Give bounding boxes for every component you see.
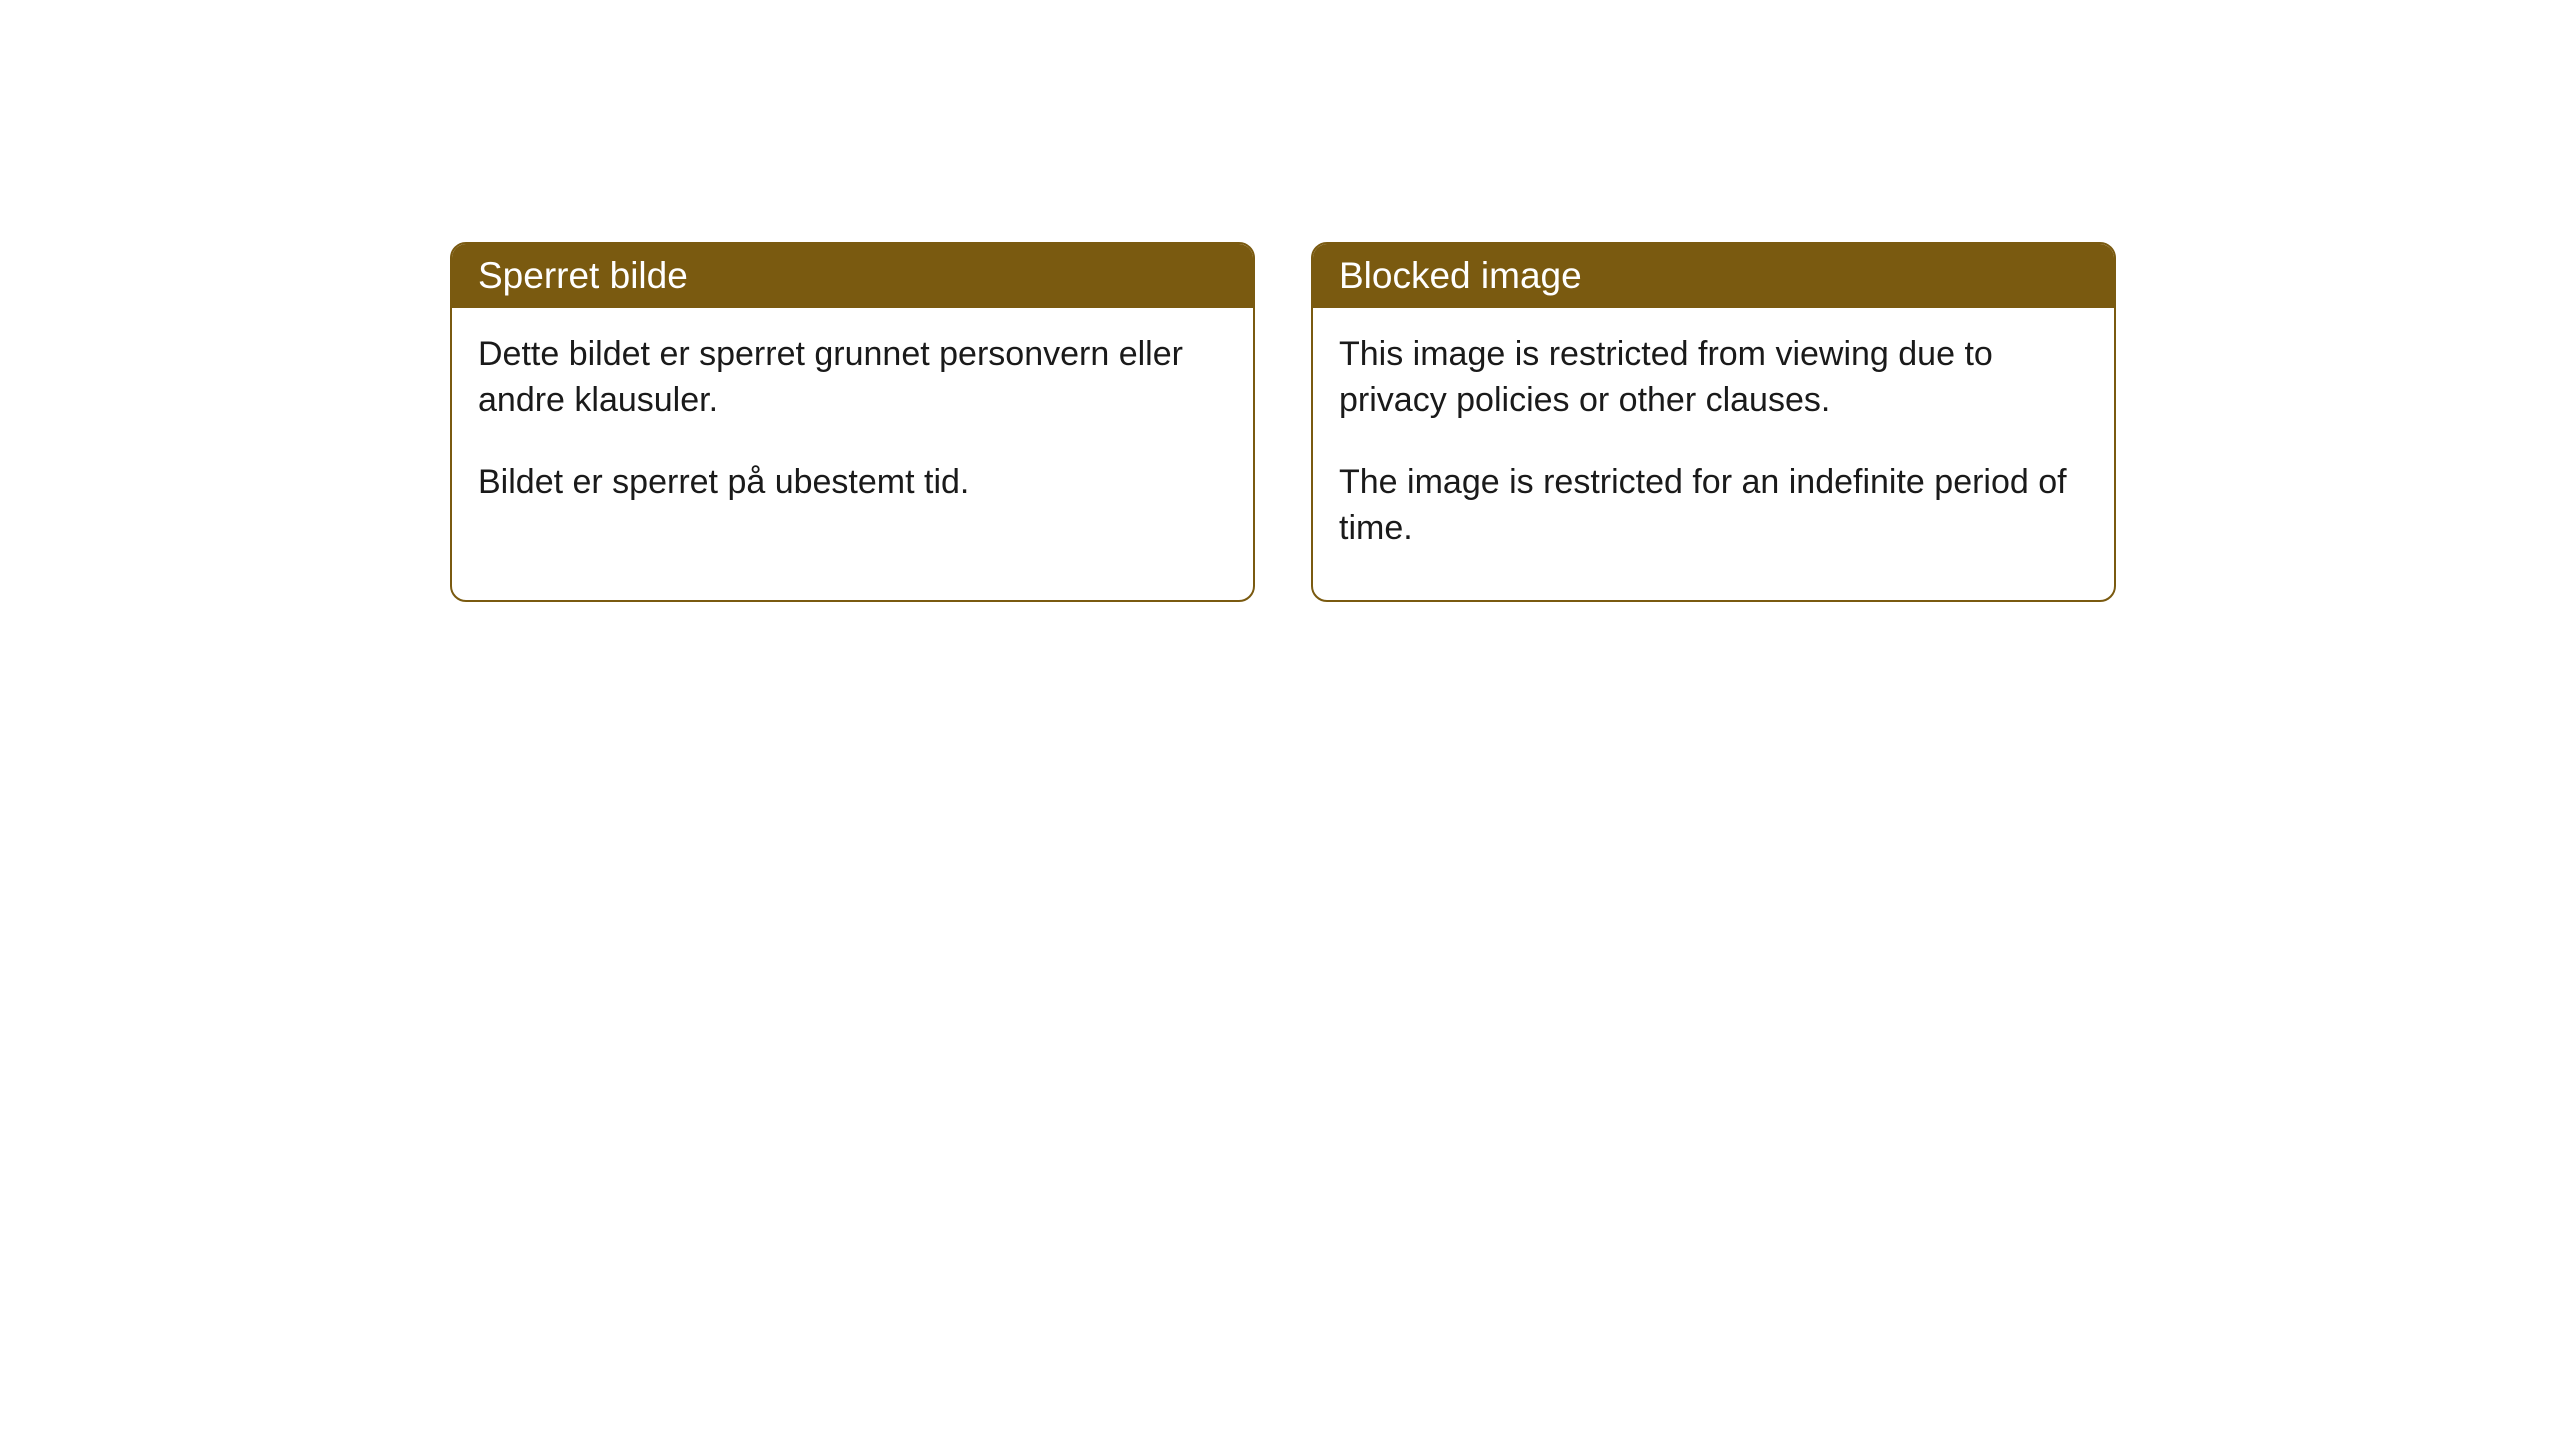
- card-paragraph: Bildet er sperret på ubestemt tid.: [478, 460, 1227, 506]
- notice-card-english: Blocked image This image is restricted f…: [1311, 242, 2116, 602]
- card-paragraph: The image is restricted for an indefinit…: [1339, 460, 2088, 552]
- card-title: Sperret bilde: [478, 255, 688, 296]
- notice-cards-container: Sperret bilde Dette bildet er sperret gr…: [450, 242, 2560, 602]
- card-paragraph: This image is restricted from viewing du…: [1339, 332, 2088, 424]
- notice-card-norwegian: Sperret bilde Dette bildet er sperret gr…: [450, 242, 1255, 602]
- card-header: Blocked image: [1313, 244, 2114, 308]
- card-body: This image is restricted from viewing du…: [1313, 308, 2114, 600]
- card-header: Sperret bilde: [452, 244, 1253, 308]
- card-paragraph: Dette bildet er sperret grunnet personve…: [478, 332, 1227, 424]
- card-body: Dette bildet er sperret grunnet personve…: [452, 308, 1253, 554]
- card-title: Blocked image: [1339, 255, 1582, 296]
